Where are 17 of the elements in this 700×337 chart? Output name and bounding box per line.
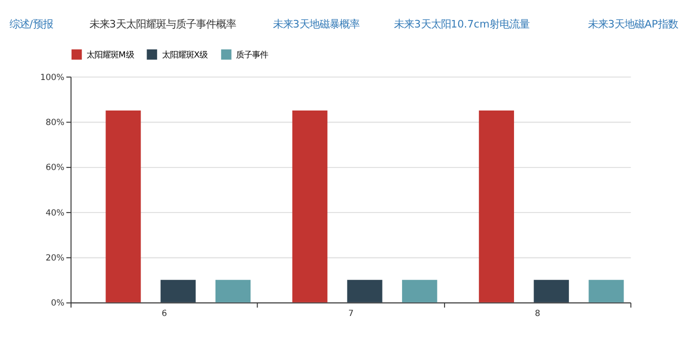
legend-label: 太阳耀斑X级 (162, 49, 208, 60)
y-tick-label: 60% (46, 162, 64, 172)
y-tick-label: 40% (46, 207, 64, 218)
y-tick-label: 100% (40, 72, 64, 82)
legend-label: 太阳耀斑M级 (86, 49, 134, 60)
x-tick-label: 8 (534, 308, 540, 318)
text: 未来3天地磁暴概率 (272, 18, 360, 31)
y-tick-label: 0% (51, 298, 64, 308)
text: 未来3天太阳10.7cm射电流量 (394, 18, 530, 31)
x-tick-label: 6 (162, 308, 168, 318)
legend-label: 质子事件 (236, 49, 268, 60)
text: 综述/预报 (9, 18, 53, 31)
text: 未来3天地磁AP指数 (588, 18, 678, 31)
x-tick-label: 7 (348, 308, 354, 318)
y-tick-label: 80% (46, 117, 64, 128)
text: 未来3天太阳耀斑与质子事件概率 (89, 18, 236, 31)
y-tick-label: 20% (46, 252, 64, 263)
